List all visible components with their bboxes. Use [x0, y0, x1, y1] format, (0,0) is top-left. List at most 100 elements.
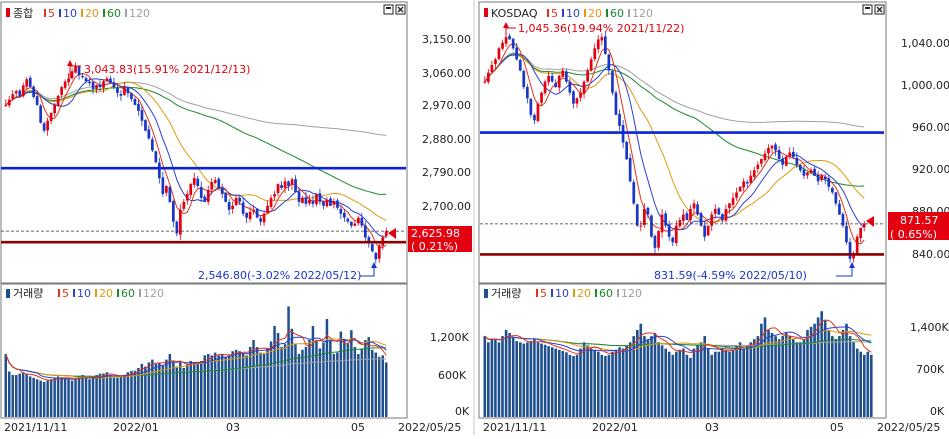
- vol-ma5-line: [484, 319, 872, 355]
- volume-bar: [724, 349, 728, 417]
- volume-bar: [123, 375, 126, 417]
- vol-legend-ma5: 5: [62, 287, 69, 300]
- ma120-line: [5, 82, 387, 136]
- candle-up: [820, 175, 823, 180]
- volume-bar: [823, 320, 827, 417]
- volume-bar: [311, 326, 315, 417]
- kospi-window-buttons[interactable]: [383, 4, 406, 15]
- candle-up: [266, 205, 269, 213]
- volume-bar: [600, 354, 604, 417]
- volume-bar: [39, 380, 42, 417]
- volume-bar: [721, 348, 724, 417]
- candle-down: [329, 198, 332, 206]
- volume-bar: [269, 341, 273, 417]
- candle-down: [802, 169, 806, 176]
- volume-bar: [483, 336, 487, 417]
- candle-down: [685, 213, 689, 221]
- kospi-volume-legend: 거래량 5 10 20 60 120: [6, 287, 164, 300]
- volume-bar: [154, 363, 158, 417]
- volume-bar: [692, 348, 696, 417]
- legend-ma20: 20: [588, 7, 602, 20]
- volume-bar: [575, 354, 579, 417]
- candle-up: [728, 203, 731, 209]
- volume-bar: [374, 352, 377, 417]
- candle-down: [28, 77, 32, 88]
- vol-legend-ma60: 60: [599, 287, 613, 300]
- kosdaq-low-annotation: 831.59(-4.59% 2022/05/10): [654, 262, 855, 282]
- candle-down: [827, 178, 831, 187]
- kospi-price-plot-frame: [0, 1, 408, 284]
- volume-bar: [15, 375, 18, 417]
- candle-up: [557, 76, 561, 88]
- candle-up: [25, 79, 29, 87]
- volume-bar: [501, 336, 504, 417]
- volume-bar: [217, 355, 220, 417]
- candle-up: [710, 214, 714, 226]
- kosdaq-legend-name: KOSDAQ: [491, 7, 538, 20]
- candle-up: [731, 197, 735, 205]
- candle-down: [346, 218, 350, 222]
- maximize-icon[interactable]: [383, 4, 394, 15]
- candle-down: [350, 221, 353, 226]
- candle-down: [88, 81, 91, 84]
- candle-down: [196, 178, 200, 186]
- candle-up: [859, 227, 862, 238]
- volume-bar: [671, 354, 675, 417]
- candle-up: [273, 193, 276, 197]
- candle-down: [18, 90, 22, 96]
- vol-legend-ma10: 10: [77, 287, 91, 300]
- candle-down: [607, 54, 611, 71]
- candle-up: [593, 48, 597, 59]
- volume-bar: [664, 348, 667, 417]
- volume-bar: [67, 379, 70, 417]
- volume-bar: [315, 340, 318, 417]
- candle-up: [586, 70, 589, 82]
- volume-bar: [220, 354, 224, 417]
- candle-down: [511, 38, 515, 49]
- annotation-text: 3,043.83(15.91% 2021/12/13): [84, 63, 250, 76]
- axis-tick-label: 0K: [930, 405, 945, 418]
- kospi-legend: 종합 5 10 20 60 120: [6, 7, 150, 20]
- candle-down: [360, 218, 364, 226]
- candle-up: [269, 197, 273, 207]
- volume-bar: [144, 366, 147, 417]
- candle-down: [199, 186, 203, 198]
- volume-bar: [643, 336, 646, 417]
- candle-down: [371, 244, 374, 252]
- candle-down: [217, 178, 221, 188]
- volume-bar: [816, 317, 820, 417]
- volume-bar: [554, 348, 557, 417]
- volume-bar: [25, 374, 28, 417]
- candle-up: [185, 193, 189, 201]
- kosdaq-window-buttons[interactable]: [862, 4, 885, 15]
- volume-bar: [529, 341, 533, 417]
- volume-bar: [685, 354, 689, 417]
- axis-tick-label: 2,790.00: [422, 166, 471, 179]
- kospi-price-layer: [1, 62, 406, 264]
- candle-up: [582, 81, 586, 94]
- volume-bar: [301, 349, 304, 417]
- vol-legend-ma60: 60: [121, 287, 135, 300]
- candle-down: [137, 103, 140, 111]
- maximize-icon[interactable]: [862, 4, 873, 15]
- volume-bar: [706, 348, 710, 417]
- volume-bar: [841, 329, 845, 417]
- candle-down: [126, 87, 130, 94]
- volume-bar: [870, 354, 873, 417]
- kospi-volume-legend-name: 거래량: [13, 287, 43, 300]
- volume-bar: [614, 349, 618, 417]
- candle-up: [770, 145, 774, 149]
- kosdaq-volume-plot-frame: [478, 283, 887, 419]
- candle-up: [738, 186, 742, 192]
- candle-down: [116, 87, 119, 93]
- x-tick-label: 03: [705, 421, 719, 434]
- candle-up: [575, 98, 579, 104]
- x-tick-label: 2022/05/25: [398, 421, 461, 434]
- volume-bar: [607, 354, 611, 417]
- kospi-x-axis: 2021/11/11 2022/01 03 05 2022/05/25: [4, 421, 461, 434]
- candle-down: [515, 47, 518, 60]
- volume-bar: [35, 379, 39, 417]
- volume-bar: [682, 348, 685, 417]
- volume-bar: [749, 342, 753, 417]
- candle-down: [721, 214, 724, 221]
